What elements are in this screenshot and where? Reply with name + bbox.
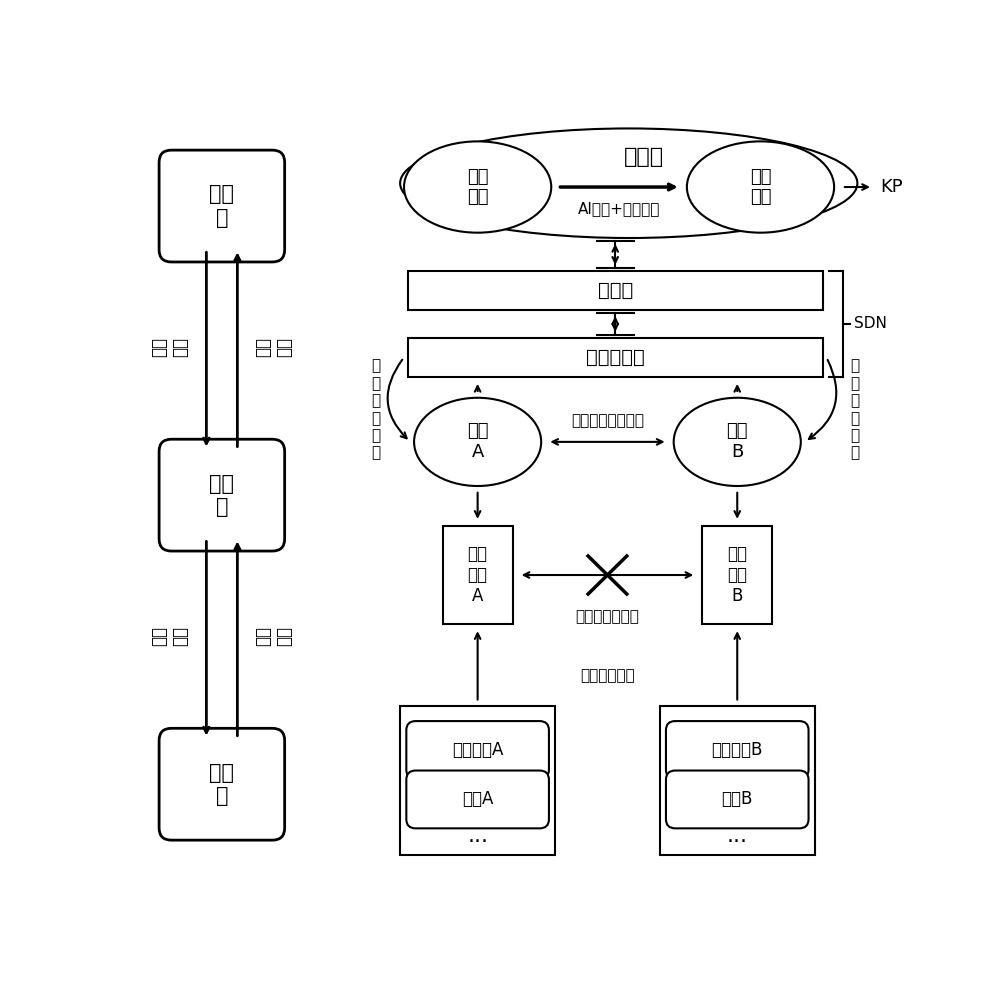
Text: 边缘
侧: 边缘 侧 (209, 473, 234, 517)
Text: ...: ... (727, 826, 748, 846)
Text: 住宅小区A: 住宅小区A (452, 741, 503, 759)
Text: 模型
A: 模型 A (467, 423, 488, 461)
Text: SDN: SDN (854, 316, 887, 331)
Bar (702, 526, 772, 624)
Bar (400, 706, 555, 855)
FancyBboxPatch shape (406, 721, 549, 779)
Text: 用电数据上传: 用电数据上传 (580, 668, 635, 684)
Text: 返
回
更
新
梯
度: 返 回 更 新 梯 度 (371, 359, 380, 460)
Text: 边缘
网关
A: 边缘 网关 A (468, 545, 488, 605)
Text: 工厂B: 工厂B (722, 790, 753, 808)
Ellipse shape (674, 398, 801, 486)
Text: 住宅小区B: 住宅小区B (712, 741, 763, 759)
Bar (408, 338, 823, 377)
Text: 边缘
数据: 边缘 数据 (254, 337, 293, 357)
Text: 数据转发面: 数据转发面 (586, 348, 645, 367)
Text: 原始
数据: 原始 数据 (254, 625, 293, 646)
Text: ...: ... (467, 826, 488, 846)
Text: 云中
心: 云中 心 (209, 185, 234, 227)
Text: 云中心: 云中心 (624, 146, 664, 167)
Text: 控制面: 控制面 (598, 281, 633, 300)
Text: 返
回
更
新
梯
度: 返 回 更 新 梯 度 (850, 359, 860, 460)
Text: 边缘
网关
B: 边缘 网关 B (727, 545, 747, 605)
Text: KP: KP (881, 178, 903, 196)
Text: 梯度参数加密上传: 梯度参数加密上传 (571, 413, 644, 428)
FancyBboxPatch shape (666, 721, 809, 779)
Text: 云端
决策: 云端 决策 (151, 337, 189, 357)
Ellipse shape (400, 128, 857, 238)
Bar (443, 526, 512, 624)
Text: 不进行数据共享: 不进行数据共享 (576, 610, 639, 624)
Ellipse shape (687, 141, 834, 233)
Text: AI决策+人工决策: AI决策+人工决策 (578, 201, 660, 215)
FancyBboxPatch shape (159, 150, 285, 262)
FancyBboxPatch shape (159, 440, 285, 551)
Text: 用户
侧: 用户 侧 (209, 763, 234, 806)
FancyBboxPatch shape (159, 728, 285, 840)
Text: 模型
B: 模型 B (726, 423, 748, 461)
Text: 机器
学习: 机器 学习 (467, 168, 488, 206)
Bar (408, 271, 823, 310)
Ellipse shape (414, 398, 541, 486)
FancyBboxPatch shape (666, 771, 809, 828)
FancyBboxPatch shape (406, 771, 549, 828)
Bar (660, 706, 815, 855)
Text: 区域
决策: 区域 决策 (151, 625, 189, 646)
Text: 工厂A: 工厂A (462, 790, 493, 808)
Ellipse shape (404, 141, 551, 233)
Text: 联合
模型: 联合 模型 (750, 168, 771, 206)
